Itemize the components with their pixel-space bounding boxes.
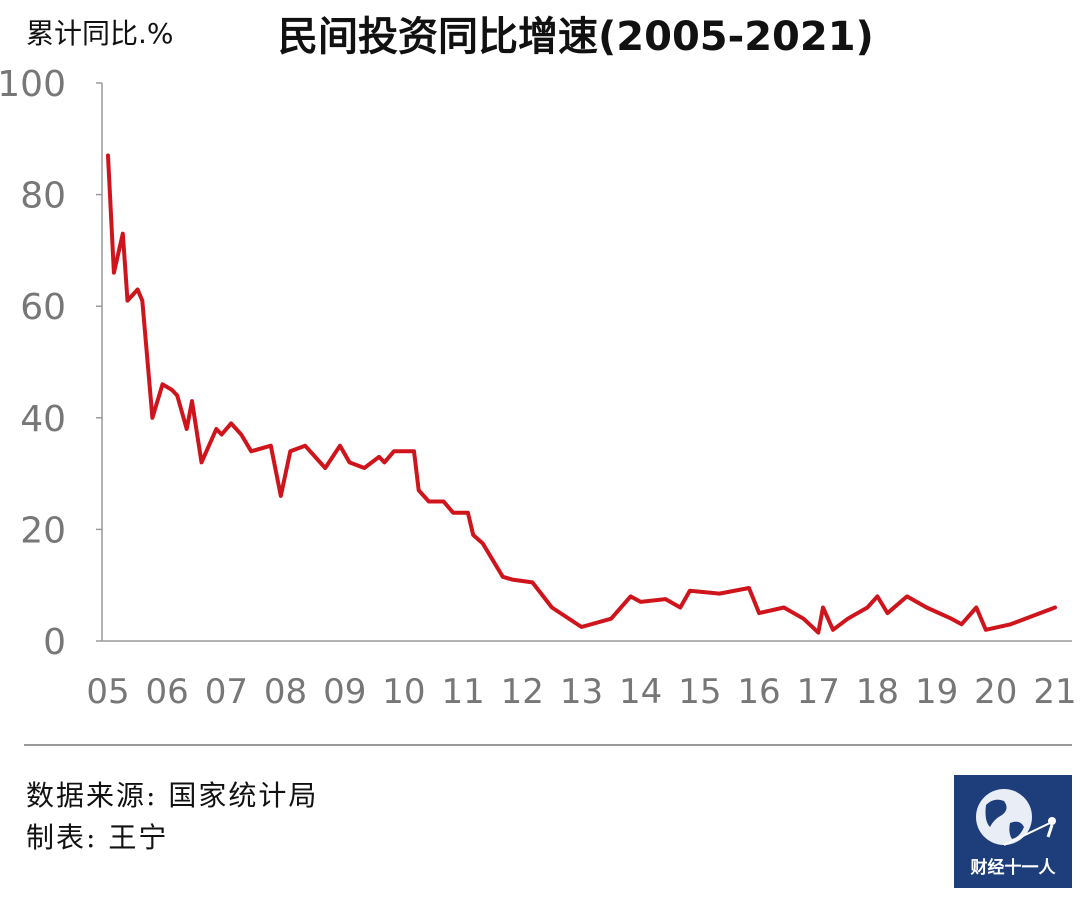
data-source-text: 数据来源: 国家统计局 [26, 779, 319, 812]
x-tick-label: 18 [856, 672, 899, 712]
y-tick-label: 100 [0, 64, 66, 105]
x-tick-label: 07 [205, 672, 248, 712]
x-tick-label: 08 [264, 672, 307, 712]
x-tick-label: 12 [501, 672, 544, 712]
y-axis-label: 累计同比.% [26, 17, 174, 50]
series-line [106, 153, 1057, 635]
x-tick-label: 15 [678, 672, 721, 712]
x-axis-ticks: 05 06 07 08 09 10 11 12 13 14 15 16 17 18 19 20 21 [86, 672, 1076, 712]
y-tick-label: 40 [20, 399, 66, 440]
chart-maker-text: 制表: 王宁 [26, 821, 169, 854]
line-chart: 0 20 40 60 80 100 05 06 07 08 09 10 11 12 13 14 15 16 17 1… [0, 64, 1077, 712]
x-tick-label: 16 [737, 672, 780, 712]
x-tick-label: 14 [619, 672, 662, 712]
x-tick-label: 10 [382, 672, 425, 712]
x-tick-label: 17 [797, 672, 840, 712]
globe-icon [976, 789, 1056, 846]
y-tick-label: 0 [43, 622, 66, 663]
y-tick-label: 80 [20, 176, 66, 217]
x-tick-label: 06 [146, 672, 189, 712]
x-tick-label: 21 [1033, 672, 1076, 712]
x-tick-label: 05 [86, 672, 129, 712]
x-tick-label: 20 [974, 672, 1017, 712]
chart-title: 民间投资同比增速(2005-2021) [278, 14, 874, 60]
x-tick-label: 19 [915, 672, 958, 712]
logo-text: 财经十一人 [970, 858, 1056, 878]
x-tick-label: 09 [323, 672, 366, 712]
y-tick-label: 20 [20, 510, 66, 551]
y-tick-label: 60 [20, 287, 66, 328]
y-axis-ticks: 0 20 40 60 80 100 [0, 64, 102, 663]
publisher-logo: 财经十一人 [954, 775, 1072, 888]
footer-divider [24, 744, 1072, 746]
x-tick-label: 13 [560, 672, 603, 712]
x-tick-label: 11 [441, 672, 484, 712]
